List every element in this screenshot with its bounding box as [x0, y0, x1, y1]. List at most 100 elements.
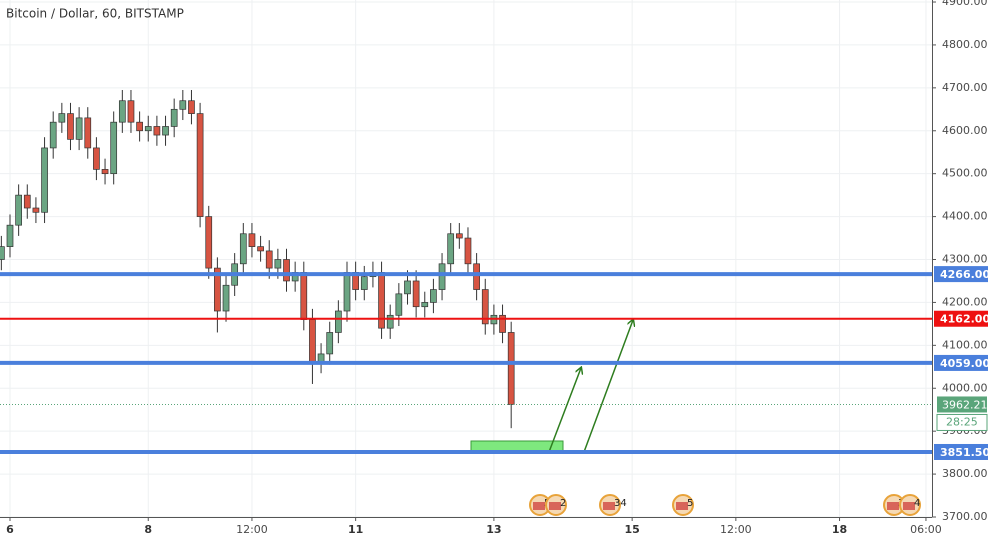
candle-body — [412, 280, 420, 308]
level-label-box — [934, 354, 988, 371]
candle-body — [421, 302, 429, 308]
y-tick-label: 4200.00 — [942, 295, 988, 308]
candle-body — [343, 272, 351, 312]
event-count: 34 — [614, 498, 627, 509]
candle-body — [144, 126, 152, 132]
y-tick-label: 3700.00 — [942, 510, 988, 523]
candle-body — [378, 272, 385, 329]
candle-body — [75, 117, 83, 140]
candle-body — [23, 194, 31, 209]
x-tick-label: 12:00 — [236, 523, 268, 536]
candle-body — [101, 169, 109, 175]
candle-body — [58, 113, 66, 123]
level-label-box — [934, 443, 988, 460]
level-label: 4266.00 — [940, 268, 988, 281]
arrow — [548, 368, 581, 453]
candle-body — [170, 108, 178, 127]
candle-body — [455, 233, 463, 239]
candle-body — [188, 100, 195, 114]
candle-body — [222, 284, 230, 312]
candle-body — [430, 289, 437, 303]
candle-body — [481, 289, 489, 325]
last-price-box — [937, 396, 987, 413]
candle-body — [84, 117, 92, 149]
candle-body — [214, 267, 221, 312]
y-tick-label: 4000.00 — [942, 381, 988, 394]
last-price-label: 3962.21 — [942, 398, 988, 411]
x-tick-label: 6 — [6, 523, 14, 536]
event-flag — [533, 502, 545, 510]
event-flag — [887, 502, 899, 510]
y-tick-label: 4100.00 — [942, 338, 988, 351]
grid — [0, 0, 932, 518]
candle-body — [447, 233, 455, 265]
candle-body — [404, 280, 411, 295]
x-tick-label: 15 — [624, 523, 639, 536]
candle-body — [507, 332, 515, 405]
y-tick-label: 4700.00 — [942, 81, 988, 94]
candle-body — [464, 237, 472, 265]
candle-body — [67, 113, 74, 140]
candle-body — [15, 194, 22, 226]
event-count: 2 — [560, 498, 566, 509]
candle-body — [274, 259, 282, 269]
candle-body — [49, 121, 57, 149]
candle-body — [205, 216, 213, 269]
candle-body — [0, 246, 5, 260]
candle-body — [248, 233, 256, 247]
candle-body — [127, 100, 135, 123]
event-count: 5 — [687, 498, 693, 509]
candle-body — [179, 100, 187, 110]
x-tick-label: 13 — [486, 523, 501, 536]
candle-body — [395, 293, 403, 316]
candle-body — [257, 246, 264, 252]
candle-body — [473, 263, 480, 290]
candle-body — [6, 224, 14, 247]
candle-body — [239, 233, 247, 265]
level-label: 4059.00 — [940, 357, 988, 370]
event-flag — [549, 502, 561, 510]
y-tick-label: 4500.00 — [942, 167, 988, 180]
event-count: 4 — [914, 498, 920, 509]
candle-body — [300, 272, 308, 320]
candle-body — [93, 147, 100, 170]
y-tick-label: 4600.00 — [942, 124, 988, 137]
event-flag — [903, 502, 915, 510]
event-flag — [676, 502, 688, 510]
x-tick-label: 11 — [348, 523, 363, 536]
candle-body — [386, 314, 394, 329]
drawings — [470, 320, 633, 453]
y-tick-label: 4800.00 — [942, 38, 988, 51]
level-label: 4162.00 — [940, 313, 988, 326]
y-tick-label: 4900.00 — [942, 0, 988, 8]
candle-body — [32, 207, 40, 213]
level-label: 3851.50 — [940, 446, 988, 459]
candle-body — [162, 126, 169, 136]
candle-body — [41, 147, 48, 213]
y-tick-label: 4400.00 — [942, 210, 988, 223]
candle-body — [118, 100, 126, 123]
chart-title: Bitcoin / Dollar, 60, BITSTAMP — [6, 7, 184, 21]
candle-body — [153, 126, 161, 136]
x-tick-label: 18 — [832, 523, 847, 536]
candle-body — [283, 259, 290, 282]
countdown-box — [936, 413, 988, 431]
level-label-box — [934, 266, 988, 283]
candle-body — [499, 314, 506, 333]
candle-body — [136, 121, 143, 132]
x-tick-label: 06:00 — [910, 523, 942, 536]
candle-body — [265, 250, 273, 269]
y-tick-label: 4300.00 — [942, 253, 988, 266]
x-tick-label: 8 — [144, 523, 152, 536]
candle-body — [438, 263, 446, 290]
candle-body — [309, 319, 316, 363]
candle-body — [326, 332, 334, 355]
x-tick-label: 12:00 — [720, 523, 752, 536]
candle-body — [335, 310, 342, 333]
y-tick-label: 3800.00 — [942, 467, 988, 480]
candle-body — [110, 121, 118, 175]
arrow — [583, 320, 633, 453]
countdown: 28:25 — [946, 415, 978, 428]
event-flag — [603, 502, 615, 510]
